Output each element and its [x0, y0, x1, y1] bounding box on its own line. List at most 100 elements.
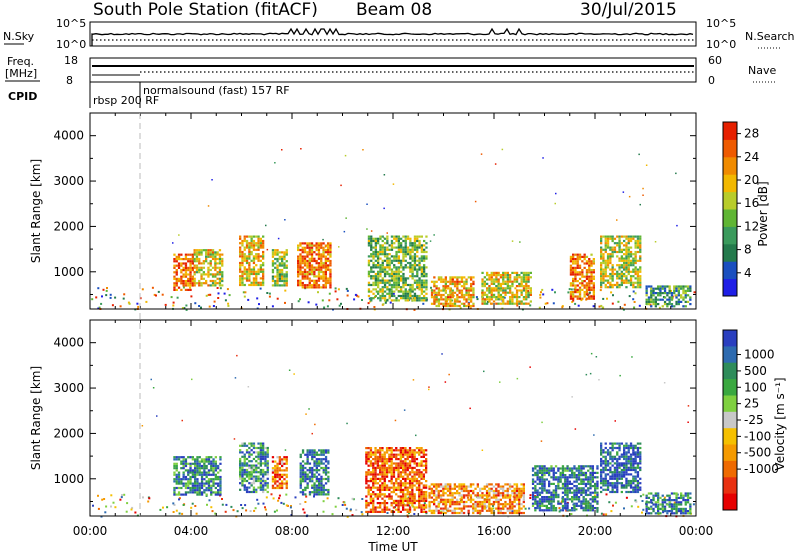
echo-cell: [409, 244, 412, 247]
echo-cell: [200, 268, 203, 272]
noise-point: [150, 378, 152, 381]
echo-cell: [257, 455, 260, 458]
echo-cell: [239, 255, 242, 258]
echo-cell: [397, 281, 400, 284]
echo-cell: [369, 460, 373, 463]
echo-cell: [470, 298, 473, 301]
echo-cell: [446, 494, 450, 497]
echo-cell: [404, 486, 407, 489]
noise-point: [528, 507, 531, 510]
echo-cell: [522, 274, 526, 277]
echo-cell: [564, 491, 567, 494]
echo-cell: [460, 285, 464, 288]
echo-cell: [297, 264, 300, 267]
echo-cell: [306, 458, 309, 461]
echo-cell: [383, 495, 386, 498]
echo-cell: [673, 292, 676, 295]
echo-cell: [257, 486, 260, 489]
noise-point: [299, 298, 301, 301]
echo-cell: [499, 487, 502, 490]
echo-cell: [406, 486, 409, 489]
echo-cell: [283, 262, 286, 265]
echo-cell: [592, 293, 595, 296]
echo-cell: [281, 251, 284, 254]
echo-cell: [191, 482, 194, 485]
echo-cell: [259, 264, 262, 267]
echo-cell: [322, 471, 325, 474]
echo-cell: [271, 284, 275, 287]
echo-cell: [259, 237, 262, 240]
echo-cell: [390, 268, 394, 271]
echo-cell: [372, 504, 375, 507]
echo-cell: [520, 280, 523, 283]
echo-cell: [252, 268, 256, 271]
echo-cell: [590, 280, 593, 283]
echo-cell: [511, 302, 514, 305]
echo-cell: [543, 465, 546, 468]
echo-cell: [492, 287, 496, 290]
echo-cell: [423, 268, 426, 271]
echo-cell: [278, 273, 281, 276]
echo-cell: [194, 460, 197, 463]
echo-cell: [453, 507, 456, 510]
echo-cell: [315, 286, 318, 289]
noise-point: [258, 303, 260, 306]
echo-cell: [623, 253, 626, 256]
echo-cell: [437, 291, 441, 294]
echo-cell: [372, 499, 375, 502]
echo-cell: [585, 255, 589, 258]
noise-point: [322, 500, 325, 503]
echo-cell: [191, 258, 194, 261]
echo-cell: [243, 237, 246, 240]
echo-cell: [257, 281, 260, 284]
echo-cell: [219, 482, 222, 485]
echo-cell: [303, 248, 307, 252]
echo-cell: [393, 281, 396, 284]
echo-cell: [320, 482, 323, 485]
echo-cell: [425, 458, 428, 461]
echo-cell: [198, 251, 201, 254]
echo-cell: [301, 259, 304, 263]
echo-cell: [541, 509, 544, 512]
echo-cell: [381, 460, 384, 463]
ytick-label: 1000: [53, 265, 84, 279]
echo-cell: [322, 255, 325, 258]
echo-cell: [329, 259, 332, 263]
echo-cell: [520, 503, 523, 506]
noise-point: [408, 512, 410, 515]
echo-cell: [214, 268, 217, 272]
noise-point: [300, 148, 302, 150]
echo-cell: [198, 493, 201, 496]
echo-cell: [390, 475, 393, 478]
echo-cell: [400, 275, 403, 278]
echo-cell: [529, 271, 532, 274]
echo-cell: [497, 271, 500, 274]
echo-cell: [374, 469, 377, 472]
echo-cell: [413, 480, 416, 483]
noise-point: [137, 305, 140, 308]
echo-cell: [195, 271, 199, 274]
echo-cell: [203, 484, 206, 487]
echo-cell: [324, 464, 328, 467]
echo-cell: [416, 248, 419, 251]
echo-cell: [481, 293, 484, 296]
noise-point: [598, 379, 600, 381]
echo-cell: [632, 268, 635, 271]
echo-cell: [372, 239, 375, 243]
echo-cell: [497, 291, 500, 294]
echo-cell: [425, 495, 428, 498]
echo-cell: [490, 503, 493, 506]
echo-cell: [374, 248, 377, 251]
noise-point: [244, 504, 247, 507]
echo-cell: [404, 235, 407, 238]
noise-point: [224, 510, 227, 513]
echo-cell: [276, 264, 279, 267]
echo-cell: [479, 505, 482, 508]
echo-cell: [541, 502, 544, 505]
noise-point: [148, 497, 151, 500]
echo-cell: [613, 246, 617, 249]
echo-cell: [276, 277, 279, 280]
echo-cell: [297, 262, 300, 265]
echo-cell: [559, 502, 562, 505]
echo-cell: [257, 477, 260, 480]
